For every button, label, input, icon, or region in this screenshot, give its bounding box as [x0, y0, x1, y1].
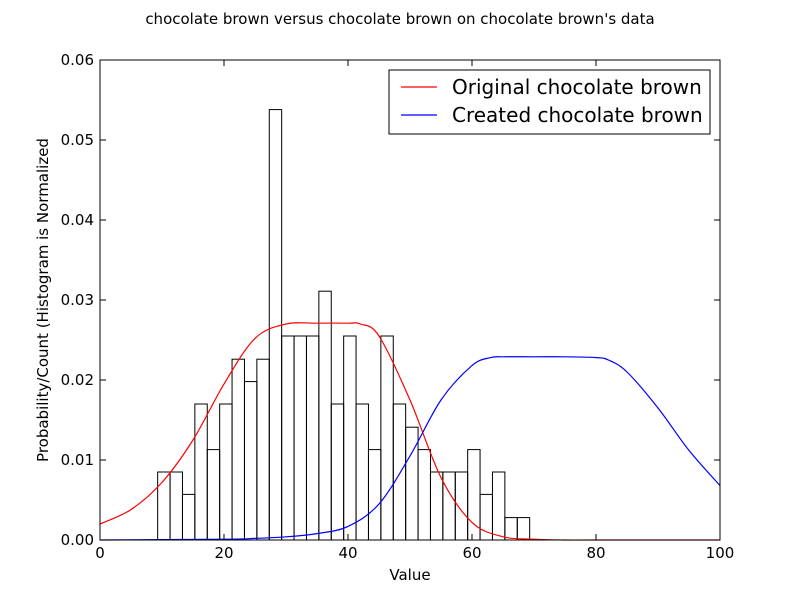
histogram-bar-17 — [367, 449, 382, 541]
y-axis-ticks: 0.00 0.01 0.02 0.03 0.04 0.05 0.06 — [61, 51, 720, 549]
histogram-bars — [157, 109, 531, 541]
x-tick-label: 80 — [586, 544, 605, 562]
y-tick-label: 0.01 — [61, 451, 94, 469]
histogram-bar-2 — [181, 493, 196, 541]
histogram-bar-3 — [194, 403, 208, 541]
histogram-bar-12 — [305, 335, 320, 541]
x-tick-label: 40 — [338, 544, 357, 562]
histogram-bar-16 — [355, 403, 369, 541]
x-axis-label: Value — [389, 566, 430, 584]
histogram-bar-10 — [281, 335, 295, 541]
x-tick-label: 60 — [462, 544, 481, 562]
histogram-bar-22 — [429, 471, 444, 541]
histogram-bar-11 — [293, 335, 307, 541]
histogram-bar-27 — [491, 471, 506, 541]
x-axis-ticks: 0 20 40 60 80 100 — [95, 60, 734, 562]
legend-box — [388, 69, 711, 135]
histogram-bar-28 — [504, 517, 518, 541]
histogram-bar-6 — [231, 358, 245, 541]
series-line-1 — [99, 356, 721, 541]
series-lines — [99, 322, 721, 541]
histogram-bar-8 — [256, 358, 270, 541]
y-tick-label: 0.03 — [61, 291, 94, 309]
x-tick-label: 100 — [706, 544, 735, 562]
histogram-bar-21 — [417, 449, 431, 541]
y-tick-label: 0.02 — [61, 371, 94, 389]
histogram-bar-9 — [268, 109, 283, 541]
legend-label-1: Created chocolate brown — [452, 103, 703, 127]
histogram-bar-29 — [516, 517, 531, 541]
histogram-bar-19 — [392, 403, 407, 541]
series-line-0 — [99, 322, 720, 541]
y-tick-label: 0.04 — [61, 211, 94, 229]
legend-label-0: Original chocolate brown — [452, 75, 702, 99]
y-axis-label: Probability/Count (Histogram is Normaliz… — [34, 138, 52, 462]
histogram-bar-4 — [206, 449, 221, 541]
y-tick-label: 0.06 — [61, 51, 94, 69]
x-tick-label: 0 — [95, 544, 105, 562]
histogram-bar-14 — [330, 403, 345, 541]
x-tick-label: 20 — [214, 544, 233, 562]
histogram-bar-15 — [343, 335, 357, 541]
histogram-bar-13 — [318, 290, 332, 541]
chart-title: chocolate brown versus chocolate brown o… — [145, 10, 654, 28]
y-tick-label: 0.00 — [61, 531, 94, 549]
legend: Original chocolate brown Created chocolat… — [388, 69, 711, 135]
histogram-bar-25 — [467, 449, 481, 541]
histogram-bar-5 — [219, 403, 233, 541]
histogram-bar-23 — [442, 471, 456, 541]
histogram-bar-7 — [243, 381, 258, 541]
histogram-bar-1 — [169, 471, 183, 541]
histogram-bar-18 — [380, 335, 394, 541]
histogram-bar-24 — [454, 471, 469, 541]
histogram-bar-0 — [157, 471, 171, 541]
y-tick-label: 0.05 — [61, 131, 94, 149]
